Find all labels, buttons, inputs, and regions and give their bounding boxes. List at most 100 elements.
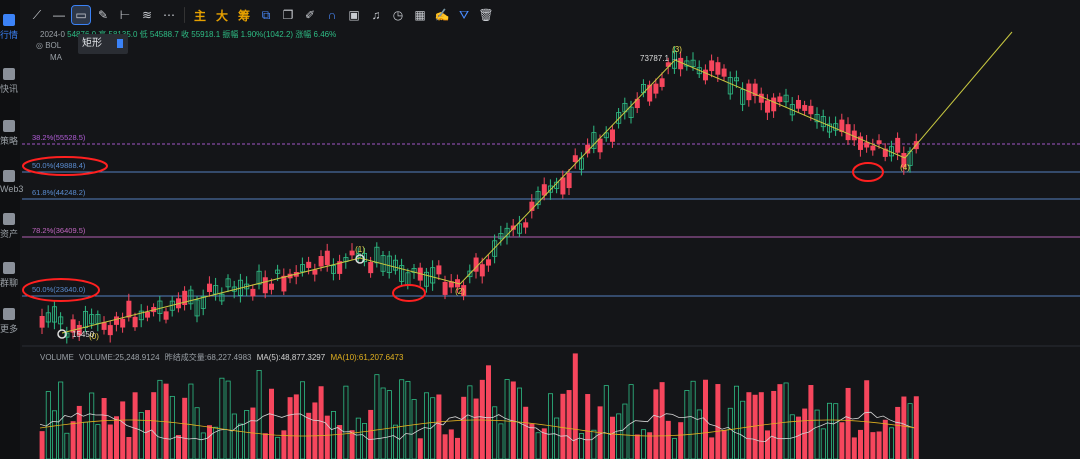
candle-body <box>386 255 392 273</box>
candle-body <box>789 104 795 116</box>
sidebar-item-label: Web3 <box>0 184 24 194</box>
trend-line-icon[interactable]: ⟋ <box>32 7 42 22</box>
text-tool-2[interactable]: 筹 <box>237 8 250 23</box>
wave-line-0 <box>61 257 361 334</box>
more-icon[interactable]: ⋯ <box>163 8 175 22</box>
candle-body <box>616 112 622 124</box>
fib-label-1: 50.0%(49888.4) <box>32 161 86 170</box>
calendar-icon[interactable]: ▦ <box>414 8 426 22</box>
candle-body <box>423 271 429 287</box>
candle-body <box>256 270 262 285</box>
wave-label-3: (3) <box>672 45 682 54</box>
volume-bar <box>572 353 578 459</box>
brush-icon[interactable]: ✍ <box>434 8 450 22</box>
volume-bar <box>851 437 857 459</box>
volume-bar <box>895 406 901 459</box>
volume-bar <box>175 435 181 459</box>
candle-body <box>107 325 113 336</box>
volume-bar <box>151 392 157 459</box>
bell-icon[interactable]: ♫ <box>371 8 381 22</box>
volume-bar <box>83 421 89 459</box>
volume-bar <box>399 379 405 459</box>
candle-body <box>752 83 758 97</box>
candle-body <box>219 293 225 302</box>
sidebar-item-1[interactable]: 快讯 <box>0 68 20 95</box>
candle-body <box>684 60 690 67</box>
candle-body <box>814 113 820 123</box>
bol-indicator-label[interactable]: ◎ BOL <box>36 41 62 50</box>
sidebar-item-2[interactable]: 策略 <box>0 120 20 147</box>
screenshot-icon[interactable]: ⧉ <box>261 7 271 22</box>
drawing-toolbar: ⟋ — ▭ ✎ ⊢ ≋ ⋯ 主大筹 ⧉ ❐ ✐ ∩ ▣ ♫ ◷ ▦ ✍ ⛛ 🗑 <box>28 3 495 27</box>
candle-body <box>833 123 839 131</box>
channel-icon[interactable]: ⊢ <box>119 8 131 22</box>
volume-bar <box>523 406 529 459</box>
candle-body <box>771 97 777 112</box>
candle-body <box>114 316 120 325</box>
candle-body <box>58 316 64 325</box>
price-annotation-high: 73787.1 → <box>640 54 679 63</box>
volume-bar <box>454 437 460 459</box>
text-tool-1[interactable]: 大 <box>215 8 228 23</box>
volume-bar <box>882 419 888 459</box>
candle-body <box>703 69 709 81</box>
candle-body <box>796 99 802 109</box>
bookmark-icon[interactable] <box>117 39 123 48</box>
horizontal-line-icon[interactable]: — <box>53 8 65 22</box>
volume-bar <box>709 437 715 459</box>
volume-bar <box>355 417 361 459</box>
candle-body <box>76 324 82 336</box>
sidebar-item-4[interactable]: 资产 <box>0 213 20 240</box>
ma-indicator-label[interactable]: MA <box>50 53 62 62</box>
candle-body <box>485 259 491 266</box>
volume-bar <box>591 429 597 459</box>
sidebar-item-5[interactable]: 群聊 <box>0 262 20 289</box>
trash-icon[interactable]: 🗑 <box>478 8 494 22</box>
volume-bar <box>721 430 727 459</box>
volume-bar <box>194 407 200 459</box>
volume-bar <box>566 390 572 459</box>
volume-bar <box>473 398 479 459</box>
fib-label-0: 38.2%(55528.5) <box>32 133 86 142</box>
sidebar-item-6[interactable]: 更多 <box>0 308 20 335</box>
volume-bar <box>64 432 70 459</box>
sidebar-item-3[interactable]: Web3 <box>0 170 24 194</box>
volume-bar <box>281 430 287 459</box>
volume-bar <box>820 428 826 459</box>
rectangle-icon[interactable]: ▭ <box>71 5 91 25</box>
wave-point-1 <box>355 254 365 264</box>
candle-body <box>876 140 882 145</box>
sidebar-item-label: 群聊 <box>0 278 19 288</box>
ruler-icon[interactable]: ✎ <box>97 8 109 22</box>
text-tool-0[interactable]: 主 <box>193 8 206 23</box>
candle-body <box>262 277 268 294</box>
candle-body <box>182 290 188 306</box>
volume-bar <box>833 403 839 459</box>
volume-bar <box>814 409 820 459</box>
volume-bar <box>200 432 206 459</box>
volume-bar <box>653 389 659 459</box>
volume-bar <box>777 384 783 459</box>
candle-body <box>777 96 783 102</box>
candle-body <box>820 116 826 128</box>
clock-icon[interactable]: ◷ <box>392 8 404 22</box>
volume-bar <box>665 420 671 459</box>
candle-body <box>467 270 473 278</box>
volume-bar <box>169 395 175 459</box>
volume-bar <box>641 429 647 459</box>
candle-body <box>647 84 653 102</box>
magnet-icon[interactable]: ∩ <box>327 8 337 22</box>
candle-body <box>64 332 70 338</box>
volume-bar <box>411 399 417 459</box>
wallet-icon <box>3 213 15 225</box>
sidebar-item-0[interactable]: 行情 <box>0 14 20 41</box>
candle-body <box>895 137 901 153</box>
filter-icon[interactable]: ⛛ <box>458 7 470 22</box>
pencil-icon[interactable]: ✐ <box>304 8 316 22</box>
copy-icon[interactable]: ❐ <box>282 8 294 22</box>
wave-icon[interactable]: ≋ <box>141 8 153 22</box>
volume-bar <box>126 437 132 459</box>
lock-icon[interactable]: ▣ <box>348 8 360 22</box>
volume-bar <box>287 397 293 459</box>
